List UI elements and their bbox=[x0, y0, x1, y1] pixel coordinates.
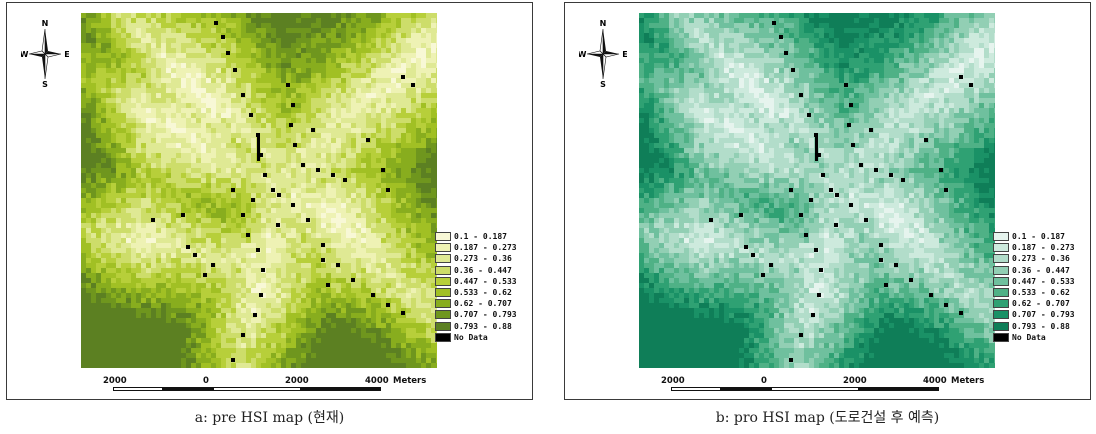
legend-swatch bbox=[435, 232, 451, 242]
legend-swatch bbox=[435, 254, 451, 264]
legend-label: 0.273 - 0.36 bbox=[454, 254, 512, 264]
scale-segment bbox=[113, 387, 163, 391]
legend-entry: 0.62 - 0.707 bbox=[435, 298, 531, 309]
legend-swatch bbox=[993, 310, 1009, 320]
legend-entry: 0.793 - 0.88 bbox=[435, 321, 531, 332]
compass-w-label: W bbox=[579, 50, 587, 59]
legend-label: 0.533 - 0.62 bbox=[454, 288, 512, 298]
legend-swatch bbox=[993, 332, 1009, 342]
caption-a: a: pre HSI map (현재) bbox=[194, 410, 345, 426]
legend-label: 0.1 - 0.187 bbox=[454, 232, 507, 242]
legend-label: 0.447 - 0.533 bbox=[1012, 276, 1075, 286]
hsi-raster-map-a bbox=[81, 13, 437, 368]
legend-b: 0.1 - 0.187 0.187 - 0.273 0.273 - 0.36 0.36… bbox=[993, 231, 1089, 343]
legend-swatch bbox=[993, 254, 1009, 264]
scale-segment bbox=[771, 387, 859, 391]
legend-label: 0.1 - 0.187 bbox=[1012, 232, 1065, 242]
legend-entry: 0.36 - 0.447 bbox=[993, 265, 1089, 276]
scale-unit-label: Meters bbox=[951, 376, 985, 386]
legend-swatch bbox=[435, 321, 451, 331]
scale-unit-label: Meters bbox=[393, 376, 427, 386]
legend-label: 0.793 - 0.88 bbox=[1012, 321, 1070, 331]
legend-entry-nodata: No Data bbox=[993, 332, 1089, 343]
legend-label: No Data bbox=[1012, 332, 1046, 342]
compass-s-label: S bbox=[42, 80, 48, 89]
legend-entry: 0.533 - 0.62 bbox=[435, 287, 531, 298]
legend-label: 0.707 - 0.793 bbox=[454, 310, 517, 320]
legend-swatch bbox=[435, 276, 451, 286]
compass-s-label: S bbox=[600, 80, 606, 89]
legend-swatch bbox=[435, 299, 451, 309]
scale-segment bbox=[301, 387, 381, 391]
compass-e-label: E bbox=[622, 50, 627, 59]
legend-swatch bbox=[435, 332, 451, 342]
legend-swatch bbox=[435, 265, 451, 275]
legend-swatch bbox=[993, 265, 1009, 275]
legend-swatch bbox=[993, 232, 1009, 242]
compass-n-label: N bbox=[600, 19, 607, 28]
scale-bar-a: 2000 0 2000 4000 Meters bbox=[103, 376, 426, 396]
legend-label: 0.36 - 0.447 bbox=[454, 265, 512, 275]
legend-swatch bbox=[435, 310, 451, 320]
legend-swatch bbox=[993, 299, 1009, 309]
hsi-raster-map-b bbox=[639, 13, 995, 368]
legend-label: No Data bbox=[454, 332, 488, 342]
scale-label-right: 4000 bbox=[923, 376, 947, 386]
scale-segment bbox=[859, 387, 939, 391]
legend-label: 0.62 - 0.707 bbox=[1012, 299, 1070, 309]
scale-label-mid: 2000 bbox=[285, 376, 309, 386]
legend-label: 0.533 - 0.62 bbox=[1012, 288, 1070, 298]
scale-bar-b: 2000 0 2000 4000 Meters bbox=[661, 376, 984, 396]
legend-label: 0.707 - 0.793 bbox=[1012, 310, 1075, 320]
legend-swatch bbox=[435, 243, 451, 253]
caption-b: b: pro HSI map (도로건설 후 예측) bbox=[715, 410, 940, 426]
scale-segment bbox=[213, 387, 301, 391]
scale-label-mid: 2000 bbox=[843, 376, 867, 386]
legend-label: 0.793 - 0.88 bbox=[454, 321, 512, 331]
scale-segment bbox=[671, 387, 721, 391]
scale-segment bbox=[721, 387, 771, 391]
legend-entry: 0.62 - 0.707 bbox=[993, 298, 1089, 309]
legend-entry: 0.273 - 0.36 bbox=[993, 253, 1089, 264]
legend-entry: 0.1 - 0.187 bbox=[435, 231, 531, 242]
compass-w-label: W bbox=[21, 50, 29, 59]
legend-swatch bbox=[993, 276, 1009, 286]
scale-label-right: 4000 bbox=[365, 376, 389, 386]
legend-entry: 0.447 - 0.533 bbox=[435, 276, 531, 287]
legend-label: 0.447 - 0.533 bbox=[454, 276, 517, 286]
compass-n-label: N bbox=[42, 19, 49, 28]
legend-entry: 0.793 - 0.88 bbox=[993, 321, 1089, 332]
scale-segment bbox=[163, 387, 213, 391]
scale-label-zero: 0 bbox=[203, 376, 209, 386]
scale-label-left: 2000 bbox=[103, 376, 127, 386]
scale-label-zero: 0 bbox=[761, 376, 767, 386]
north-arrow-compass-icon: N S W E bbox=[20, 17, 70, 89]
legend-entry: 0.187 - 0.273 bbox=[435, 242, 531, 253]
legend-label: 0.187 - 0.273 bbox=[1012, 243, 1075, 253]
legend-swatch bbox=[993, 243, 1009, 253]
legend-swatch bbox=[993, 321, 1009, 331]
legend-entry: 0.447 - 0.533 bbox=[993, 276, 1089, 287]
legend-entry: 0.707 - 0.793 bbox=[435, 309, 531, 320]
legend-entry: 0.187 - 0.273 bbox=[993, 242, 1089, 253]
compass-e-label: E bbox=[64, 50, 69, 59]
map-panel-b: N S W E 0.1 - 0.187 0.187 - 0.273 0.273 - … bbox=[564, 2, 1091, 400]
legend-a: 0.1 - 0.187 0.187 - 0.273 0.273 - 0.36 0.36… bbox=[435, 231, 531, 343]
legend-swatch bbox=[993, 288, 1009, 298]
legend-entry: 0.707 - 0.793 bbox=[993, 309, 1089, 320]
legend-entry: 0.533 - 0.62 bbox=[993, 287, 1089, 298]
legend-entry: 0.1 - 0.187 bbox=[993, 231, 1089, 242]
legend-entry-nodata: No Data bbox=[435, 332, 531, 343]
legend-entry: 0.36 - 0.447 bbox=[435, 265, 531, 276]
legend-label: 0.273 - 0.36 bbox=[1012, 254, 1070, 264]
map-panel-a: N S W E 0.1 - 0.187 0.187 - 0.273 0.273 - … bbox=[6, 2, 533, 400]
legend-label: 0.36 - 0.447 bbox=[1012, 265, 1070, 275]
legend-entry: 0.273 - 0.36 bbox=[435, 253, 531, 264]
legend-label: 0.62 - 0.707 bbox=[454, 299, 512, 309]
scale-label-left: 2000 bbox=[661, 376, 685, 386]
legend-swatch bbox=[435, 288, 451, 298]
north-arrow-compass-icon: N S W E bbox=[578, 17, 628, 89]
legend-label: 0.187 - 0.273 bbox=[454, 243, 517, 253]
